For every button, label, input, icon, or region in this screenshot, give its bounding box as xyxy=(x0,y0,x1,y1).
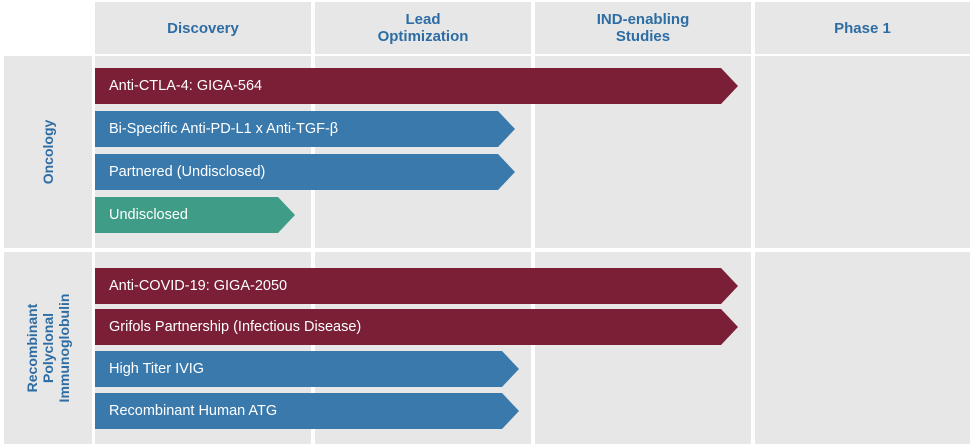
grid-cell xyxy=(755,56,970,248)
program-bar-grifols: Grifols Partnership (Infectious Disease) xyxy=(95,309,738,345)
program-bar-undisclosed: Undisclosed xyxy=(95,197,295,233)
group-oncology: Oncology xyxy=(4,56,92,248)
grid-cell xyxy=(755,252,970,444)
group-oncology-label: Oncology xyxy=(40,119,56,185)
group-recombinant: Recombinant Polyclonal Immunoglobulin xyxy=(4,252,92,444)
program-bar-atg: Recombinant Human ATG xyxy=(95,393,519,429)
header-discovery: Discovery xyxy=(95,2,311,54)
program-bar-anti-covid: Anti-COVID-19: GIGA-2050 xyxy=(95,268,738,304)
group-recombinant-label: Recombinant Polyclonal Immunoglobulin xyxy=(24,293,72,403)
program-bar-anti-ctla4: Anti-CTLA-4: GIGA-564 xyxy=(95,68,738,104)
program-bar-bispecific: Bi-Specific Anti-PD-L1 x Anti-TGF-β xyxy=(95,111,515,147)
program-bar-ivig: High Titer IVIG xyxy=(95,351,519,387)
header-lead-optimization: Lead Optimization xyxy=(315,2,531,54)
program-bar-partnered: Partnered (Undisclosed) xyxy=(95,154,515,190)
header-ind-enabling: IND-enabling Studies xyxy=(535,2,751,54)
header-phase-1: Phase 1 xyxy=(755,2,970,54)
